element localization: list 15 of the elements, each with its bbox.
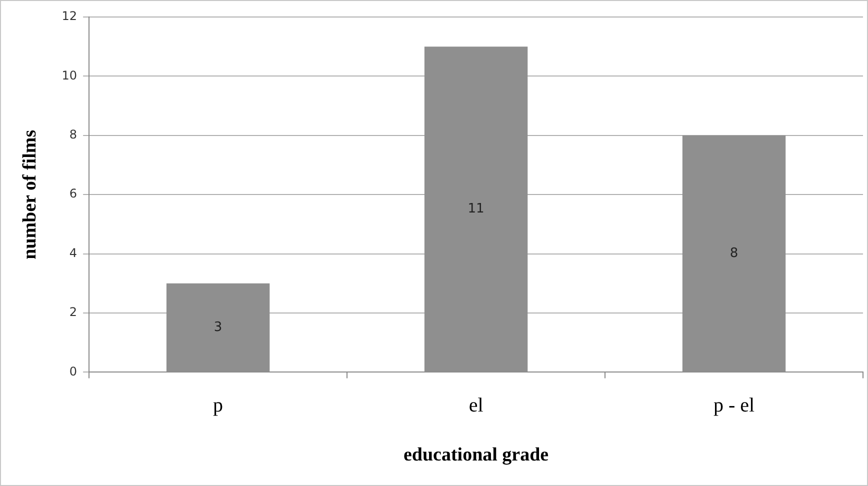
y-tick-label: 2 bbox=[69, 305, 78, 320]
y-tick-label: 6 bbox=[69, 186, 78, 201]
y-tick-label: 8 bbox=[69, 128, 78, 142]
y-tick-label: 10 bbox=[62, 68, 78, 82]
x-tick-label: p bbox=[213, 394, 224, 416]
y-axis-title: number of films bbox=[19, 130, 40, 260]
data-label: 8 bbox=[730, 246, 738, 261]
data-label: 11 bbox=[468, 202, 484, 217]
y-tick-label: 0 bbox=[69, 364, 78, 378]
x-tick-label: p - el bbox=[713, 394, 755, 416]
x-tick-label: el bbox=[468, 394, 484, 416]
y-tick-label: 12 bbox=[62, 9, 78, 24]
data-label: 3 bbox=[214, 320, 222, 335]
y-tick-label: 4 bbox=[69, 246, 78, 260]
x-axis-title: educational grade bbox=[403, 444, 549, 466]
